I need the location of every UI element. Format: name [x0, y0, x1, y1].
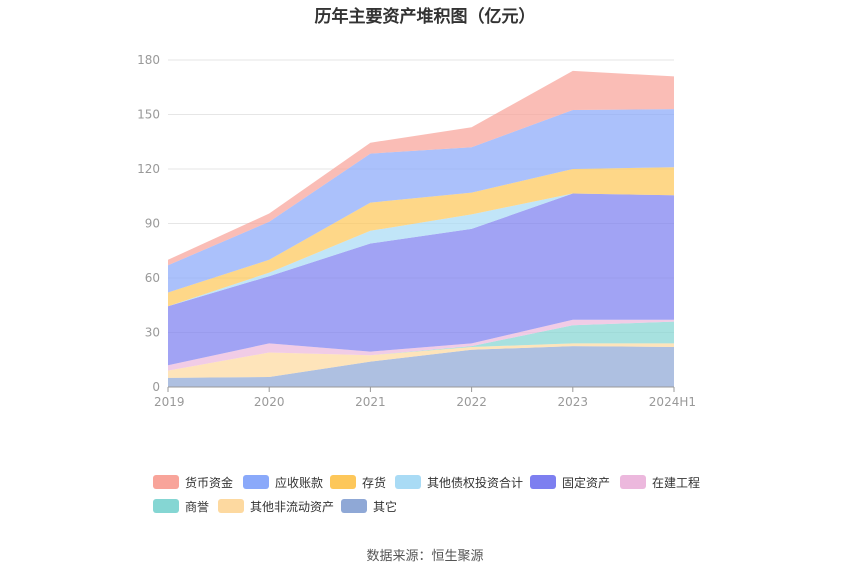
y-tick-label: 30 — [145, 326, 160, 340]
y-tick-label: 60 — [145, 271, 160, 285]
legend-item[interactable]: 应收账款 — [243, 473, 323, 491]
legend-label: 其他债权投资合计 — [427, 475, 524, 490]
y-tick-label: 180 — [137, 53, 160, 67]
legend-label: 货币资金 — [185, 475, 234, 490]
legend-item[interactable]: 在建工程 — [620, 473, 700, 491]
legend-swatch — [218, 499, 244, 513]
y-tick-label: 120 — [137, 162, 160, 176]
legend-swatch — [243, 475, 269, 489]
chart-title: 历年主要资产堆积图（亿元） — [314, 7, 536, 27]
legend-swatch — [395, 475, 421, 489]
area-series — [168, 70, 674, 266]
area-series — [168, 343, 674, 378]
x-tick-label: 2020 — [254, 395, 285, 409]
legend-swatch — [530, 475, 556, 489]
legend-label: 应收账款 — [275, 475, 324, 490]
legend-label: 在建工程 — [652, 475, 701, 490]
legend-item[interactable]: 存货 — [330, 473, 386, 491]
legend-item[interactable]: 货币资金 — [153, 473, 233, 491]
legend-label: 存货 — [362, 475, 387, 490]
area-series — [168, 321, 674, 371]
legend-swatch — [341, 499, 367, 513]
legend-label: 其它 — [373, 499, 398, 514]
legend-item[interactable]: 其他债权投资合计 — [395, 473, 523, 491]
legend-item[interactable]: 其他非流动资产 — [218, 497, 334, 515]
area-series — [168, 319, 674, 371]
legend-item[interactable]: 其它 — [341, 497, 397, 515]
y-tick-label: 90 — [145, 217, 160, 231]
x-tick-label: 2019 — [154, 395, 185, 409]
area-series — [168, 109, 674, 293]
legend-item[interactable]: 固定资产 — [530, 473, 610, 491]
legend-label: 商誉 — [185, 499, 210, 514]
y-tick-label: 150 — [137, 108, 160, 122]
data-source: 数据来源：恒生聚源 — [366, 549, 484, 564]
area-series — [168, 193, 674, 366]
legend-swatch — [620, 475, 646, 489]
x-tick-label: 2022 — [456, 395, 487, 409]
area-series — [168, 346, 674, 387]
legend-swatch — [330, 475, 356, 489]
area-series — [168, 167, 674, 307]
legend-swatch — [153, 475, 179, 489]
y-tick-label: 0 — [152, 380, 160, 394]
legend-label: 其他非流动资产 — [250, 499, 335, 514]
legend-item[interactable]: 商誉 — [153, 497, 209, 515]
legend-label: 固定资产 — [562, 475, 611, 490]
x-tick-label: 2023 — [558, 395, 589, 409]
x-tick-label: 2024H1 — [649, 395, 696, 409]
x-tick-label: 2021 — [355, 395, 386, 409]
legend-swatch — [153, 499, 179, 513]
